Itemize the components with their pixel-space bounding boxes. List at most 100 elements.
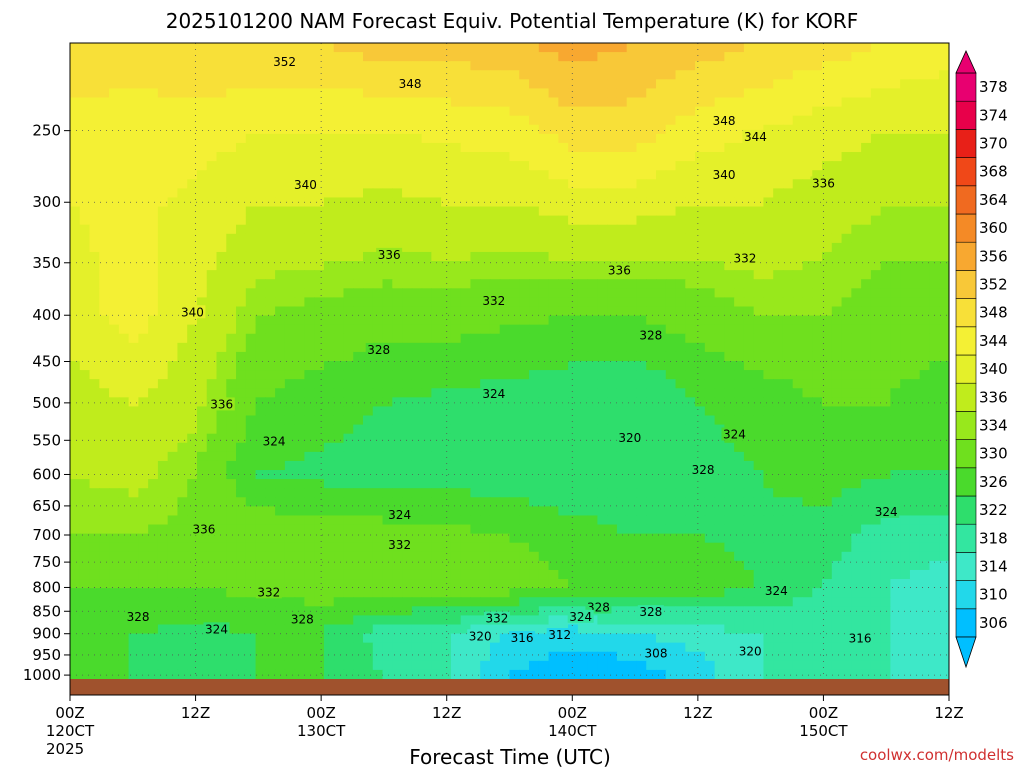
field-cell: [255, 315, 266, 326]
field-cell: [372, 170, 384, 180]
field-cell: [529, 342, 540, 353]
field-cell: [773, 233, 784, 244]
field-cell: [157, 388, 169, 398]
field-cell: [646, 251, 657, 262]
field-cell: [470, 506, 481, 517]
field-cell: [255, 170, 266, 180]
field-cell: [489, 106, 501, 117]
field-cell: [919, 142, 931, 153]
field-cell: [177, 433, 188, 444]
field-cell: [138, 506, 149, 517]
field-cell: [880, 324, 891, 335]
field-cell: [314, 152, 325, 162]
field-cell: [489, 451, 501, 462]
field-cell: [812, 206, 823, 217]
field-cell: [900, 306, 911, 317]
field-cell: [568, 288, 579, 298]
field-cell: [568, 97, 579, 108]
field-cell: [392, 224, 403, 235]
field-cell: [167, 242, 179, 253]
field-cell: [89, 61, 100, 71]
field-cell: [109, 115, 120, 126]
field-cell: [450, 306, 462, 317]
field-cell: [792, 315, 804, 326]
field-cell: [880, 115, 891, 126]
field-cell: [753, 333, 765, 344]
field-cell: [704, 251, 716, 262]
field-cell: [431, 124, 442, 135]
field-cell: [792, 333, 804, 344]
field-cell: [900, 124, 911, 135]
field-cell: [870, 342, 882, 353]
field-cell: [138, 170, 149, 180]
field-cell: [118, 533, 130, 544]
field-cell: [509, 206, 520, 217]
field-cell: [480, 351, 491, 362]
field-cell: [372, 52, 384, 62]
field-cell: [196, 424, 208, 435]
field-cell: [118, 315, 130, 326]
field-cell: [460, 242, 472, 253]
field-cell: [792, 306, 804, 317]
field-cell: [509, 542, 520, 553]
field-cell: [314, 451, 325, 462]
field-cell: [138, 224, 149, 235]
field-cell: [431, 542, 442, 553]
field-cell: [275, 315, 286, 326]
field-cell: [460, 97, 472, 108]
field-cell: [656, 297, 667, 308]
field-cell: [558, 406, 569, 417]
field-cell: [841, 424, 852, 435]
field-cell: [636, 506, 647, 517]
field-cell: [167, 270, 179, 280]
field-cell: [734, 524, 745, 535]
field-cell: [870, 288, 882, 298]
field-cell: [157, 233, 169, 244]
field-cell: [489, 161, 501, 171]
field-cell: [70, 433, 81, 444]
field-cell: [499, 451, 511, 462]
field-cell: [675, 424, 686, 435]
field-cell: [577, 261, 589, 271]
field-cell: [870, 251, 882, 262]
field-cell: [802, 261, 813, 271]
field-cell: [724, 224, 735, 235]
field-cell: [577, 406, 589, 417]
field-cell: [909, 479, 921, 489]
field-cell: [626, 215, 638, 226]
field-cell: [79, 70, 91, 80]
field-cell: [753, 242, 765, 253]
field-cell: [714, 261, 725, 271]
field-cell: [99, 333, 110, 344]
field-cell: [802, 451, 813, 462]
field-cell: [196, 433, 208, 444]
field-cell: [402, 442, 413, 453]
field-cell: [519, 79, 530, 90]
field-cell: [802, 342, 813, 353]
field-cell: [665, 379, 677, 389]
field-cell: [431, 470, 442, 480]
field-cell: [939, 97, 949, 108]
field-cell: [812, 433, 823, 444]
field-cell: [919, 361, 931, 371]
field-cell: [226, 333, 237, 344]
field-cell: [724, 342, 735, 353]
field-cell: [822, 533, 833, 544]
field-cell: [704, 333, 716, 344]
field-cell: [900, 188, 911, 199]
field-cell: [919, 451, 931, 462]
field-cell: [763, 433, 774, 444]
field-cell: [909, 388, 921, 398]
field-cell: [236, 333, 247, 344]
field-cell: [656, 242, 667, 253]
field-cell: [304, 188, 315, 199]
field-cell: [695, 124, 706, 135]
field-cell: [363, 106, 374, 117]
field-cell: [206, 142, 218, 153]
field-cell: [245, 506, 257, 517]
field-cell: [89, 179, 100, 189]
field-cell: [157, 406, 169, 417]
field-cell: [79, 533, 91, 544]
field-cell: [187, 361, 198, 371]
field-cell: [99, 506, 110, 517]
